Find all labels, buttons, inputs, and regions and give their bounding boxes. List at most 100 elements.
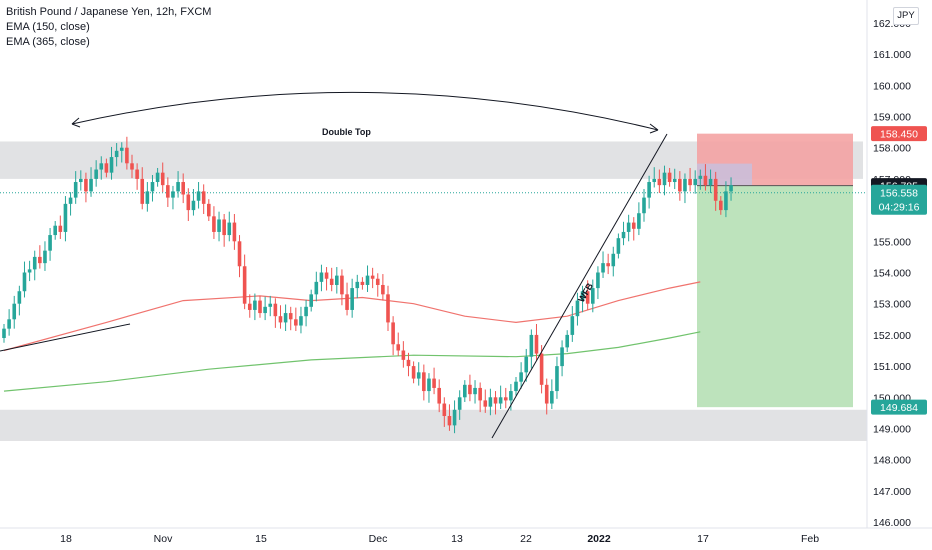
candle	[611, 246, 616, 277]
candle	[38, 245, 42, 269]
candle	[263, 296, 267, 321]
candle-body	[591, 288, 595, 304]
candle-body	[186, 194, 191, 211]
candle-body	[657, 178, 662, 186]
candle-body	[616, 238, 621, 254]
candle-body	[488, 397, 493, 407]
candle	[299, 306, 303, 334]
candle	[68, 192, 73, 216]
ema-365-line[interactable]	[3, 331, 701, 392]
price-axis[interactable]: 162.000161.000160.000159.000158.000157.0…	[866, 0, 911, 529]
candle	[17, 285, 22, 316]
candle-body	[688, 178, 692, 186]
candle	[396, 332, 401, 356]
candle	[166, 177, 170, 207]
support-trendline[interactable]	[0, 323, 131, 352]
candle	[140, 167, 145, 210]
candle	[104, 158, 109, 178]
candle	[227, 211, 232, 242]
currency-button[interactable]: JPY	[893, 7, 919, 25]
candle-body	[544, 384, 549, 404]
candle	[473, 380, 477, 404]
candle-body	[166, 185, 170, 198]
candle	[642, 189, 646, 222]
candle-body	[324, 272, 329, 279]
candle-body	[396, 344, 401, 351]
candle	[181, 173, 185, 204]
ema-150-line[interactable]	[3, 281, 701, 352]
countdown-tag: 04:29:16	[879, 202, 920, 214]
candle	[652, 167, 657, 188]
candle	[273, 298, 278, 328]
symbol-title[interactable]: British Pound / Japanese Yen, 12h, FXCM	[6, 6, 212, 18]
candle	[391, 316, 395, 356]
candle-body	[703, 175, 708, 186]
candle	[217, 211, 221, 242]
current-price-tag-bg	[871, 184, 927, 215]
ema-365-legend[interactable]: EMA (365, close)	[6, 36, 90, 48]
candle	[596, 266, 600, 300]
candle	[375, 273, 380, 297]
candle	[631, 217, 636, 241]
candle-body	[719, 200, 723, 211]
candle-body	[575, 300, 580, 317]
price-tick-label: 155.000	[873, 236, 911, 248]
candle-body	[99, 163, 104, 170]
take-profit-tag: 149.684	[880, 402, 918, 414]
candle	[621, 221, 626, 246]
candle	[268, 295, 273, 317]
price-tick-label: 160.000	[873, 80, 911, 92]
candle	[416, 362, 421, 386]
stop-loss-tag-bg	[871, 126, 927, 142]
candle	[2, 323, 6, 343]
candle	[201, 184, 206, 214]
candle	[94, 160, 98, 187]
time-tick-label: 22	[520, 533, 532, 545]
candle	[565, 330, 569, 353]
time-axis[interactable]: 18 Nov 15 Dec 13 22 2022 17 Feb	[0, 527, 932, 545]
candle	[703, 164, 708, 191]
candle-body	[381, 284, 385, 295]
candle-body	[698, 175, 703, 179]
candle	[457, 390, 462, 420]
candle	[447, 404, 452, 431]
candle-body	[288, 313, 293, 320]
price-tick-label: 153.000	[873, 299, 911, 311]
candle	[278, 305, 283, 329]
candle-body	[370, 275, 375, 279]
candle-body	[550, 391, 554, 404]
candle	[119, 142, 124, 163]
candle	[667, 167, 672, 187]
candle	[32, 250, 37, 281]
candle	[422, 364, 426, 401]
time-tick-label: 17	[697, 533, 709, 545]
candle	[698, 169, 703, 190]
candle-body	[335, 275, 339, 285]
candle	[79, 170, 83, 191]
candle-body	[519, 372, 523, 382]
candle	[468, 374, 472, 402]
double-top-arc[interactable]	[71, 91, 659, 131]
candle	[463, 380, 467, 402]
support-zone[interactable]	[0, 409, 867, 441]
candle	[48, 228, 52, 261]
ema-150-legend[interactable]: EMA (150, close)	[6, 21, 90, 33]
candle	[288, 306, 293, 331]
candle-body	[662, 172, 667, 186]
candle-body	[365, 275, 370, 285]
wedge-trendline[interactable]	[491, 133, 668, 439]
candle-body	[58, 225, 63, 232]
candle	[196, 182, 201, 209]
candle	[524, 348, 529, 382]
candle	[12, 295, 17, 329]
candle	[411, 361, 416, 384]
candle-body	[68, 197, 73, 204]
candle-body	[555, 366, 559, 392]
short-position-target-zone[interactable]	[697, 185, 853, 408]
candle-body	[498, 397, 503, 404]
candle	[22, 261, 27, 298]
candle	[503, 387, 508, 409]
candle	[550, 379, 554, 409]
